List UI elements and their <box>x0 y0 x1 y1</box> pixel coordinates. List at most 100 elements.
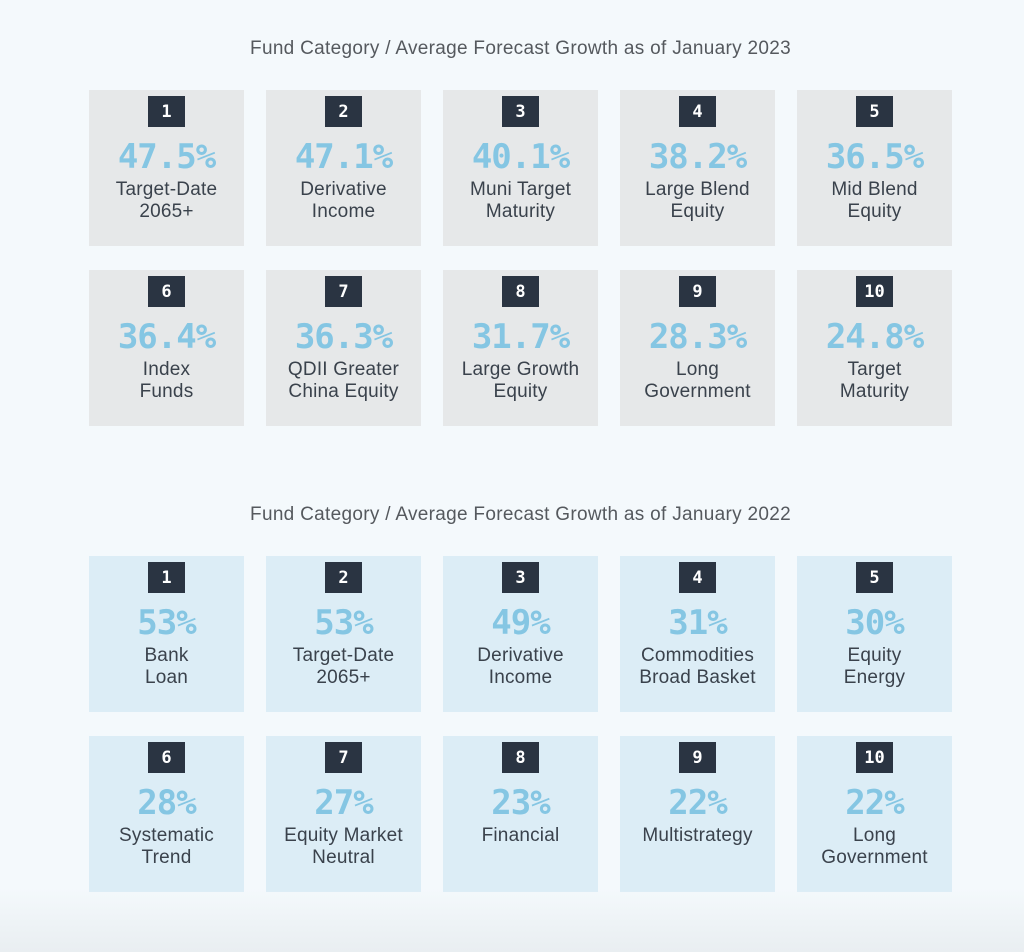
forecast-growth-value: 24.8% <box>825 317 924 357</box>
forecast-growth-value: 30% <box>845 603 904 643</box>
rank-number: 10 <box>864 747 885 768</box>
fund-card: 9 22% Multistrategy <box>620 736 775 892</box>
rank-badge: 9 <box>679 742 716 773</box>
fund-card: 4 31% Commodities Broad Basket <box>620 556 775 712</box>
infographic-container: Fund Category / Average Forecast Growth … <box>89 0 952 892</box>
rank-badge: 7 <box>325 276 362 307</box>
fund-card: 2 47.1% Derivative Income <box>266 90 421 246</box>
rank-badge: 3 <box>502 96 539 127</box>
fund-card: 5 36.5% Mid Blend Equity <box>797 90 952 246</box>
rank-badge: 4 <box>679 96 716 127</box>
rank-number: 8 <box>515 747 526 768</box>
fund-card: 9 28.3% Long Government <box>620 270 775 426</box>
fund-card: 2 53% Target-Date 2065+ <box>266 556 421 712</box>
fund-category-label: Target-Date 2065+ <box>115 179 218 223</box>
fund-card: 6 36.4% Index Funds <box>89 270 244 426</box>
fund-category-label: Systematic Trend <box>119 825 214 869</box>
rank-number: 10 <box>864 281 885 302</box>
fund-category-label: QDII Greater China Equity <box>287 359 400 403</box>
fund-card: 7 36.3% QDII Greater China Equity <box>266 270 421 426</box>
forecast-growth-value: 27% <box>314 783 373 823</box>
fund-card: 1 53% Bank Loan <box>89 556 244 712</box>
rank-number: 9 <box>692 281 703 302</box>
fund-category-label: Large Growth Equity <box>461 359 580 403</box>
rank-badge: 7 <box>325 742 362 773</box>
forecast-growth-value: 28.3% <box>648 317 747 357</box>
rank-number: 2 <box>338 567 349 588</box>
forecast-growth-value: 53% <box>137 603 196 643</box>
cards-grid-2023: 1 47.5% Target-Date 2065+ 2 47.1% Deriva… <box>89 90 952 426</box>
rank-number: 3 <box>515 101 526 122</box>
forecast-growth-value: 38.2% <box>648 137 747 177</box>
fund-card: 8 31.7% Large Growth Equity <box>443 270 598 426</box>
rank-number: 6 <box>161 281 172 302</box>
forecast-growth-value: 40.1% <box>471 137 570 177</box>
rank-badge: 9 <box>679 276 716 307</box>
fund-card: 8 23% Financial <box>443 736 598 892</box>
fund-category-label: Equity Market Neutral <box>284 825 403 869</box>
rank-number: 7 <box>338 747 349 768</box>
fund-category-label: Equity Energy <box>843 645 906 689</box>
fund-category-label: Commodities Broad Basket <box>639 645 756 689</box>
fund-category-label: Large Blend Equity <box>645 179 750 223</box>
forecast-growth-value: 53% <box>314 603 373 643</box>
rank-badge: 10 <box>856 742 893 773</box>
fund-category-label: Derivative Income <box>300 179 387 223</box>
fund-card: 3 40.1% Muni Target Maturity <box>443 90 598 246</box>
rank-badge: 8 <box>502 742 539 773</box>
fund-card: 3 49% Derivative Income <box>443 556 598 712</box>
forecast-growth-value: 36.3% <box>294 317 393 357</box>
forecast-growth-value: 22% <box>845 783 904 823</box>
forecast-growth-value: 31% <box>668 603 727 643</box>
forecast-growth-value: 22% <box>668 783 727 823</box>
forecast-growth-value: 23% <box>491 783 550 823</box>
fund-card: 5 30% Equity Energy <box>797 556 952 712</box>
rank-badge: 1 <box>148 96 185 127</box>
cards-grid-2022: 1 53% Bank Loan 2 53% Target-Date 2065+ … <box>89 556 952 892</box>
rank-badge: 6 <box>148 276 185 307</box>
rank-badge: 6 <box>148 742 185 773</box>
fund-category-label: Mid Blend Equity <box>831 179 918 223</box>
rank-number: 1 <box>161 567 172 588</box>
fund-category-label: Long Government <box>821 825 928 869</box>
rank-number: 2 <box>338 101 349 122</box>
rank-badge: 2 <box>325 562 362 593</box>
fund-category-label: Multistrategy <box>642 825 753 846</box>
rank-number: 6 <box>161 747 172 768</box>
fund-card: 10 24.8% Target Maturity <box>797 270 952 426</box>
rank-badge: 8 <box>502 276 539 307</box>
fund-category-label: Long Government <box>644 359 751 403</box>
forecast-growth-value: 36.4% <box>117 317 216 357</box>
fund-card: 6 28% Systematic Trend <box>89 736 244 892</box>
fund-category-label: Financial <box>481 825 560 846</box>
rank-badge: 5 <box>856 562 893 593</box>
rank-badge: 3 <box>502 562 539 593</box>
forecast-growth-value: 31.7% <box>471 317 570 357</box>
section-title-2023: Fund Category / Average Forecast Growth … <box>250 38 791 59</box>
fund-card: 1 47.5% Target-Date 2065+ <box>89 90 244 246</box>
rank-badge: 4 <box>679 562 716 593</box>
fund-card: 4 38.2% Large Blend Equity <box>620 90 775 246</box>
rank-number: 9 <box>692 747 703 768</box>
rank-number: 5 <box>869 567 880 588</box>
fund-card: 10 22% Long Government <box>797 736 952 892</box>
rank-number: 3 <box>515 567 526 588</box>
fund-category-label: Muni Target Maturity <box>469 179 572 223</box>
fund-category-label: Target Maturity <box>839 359 910 403</box>
fund-category-label: Index Funds <box>139 359 194 403</box>
rank-badge: 10 <box>856 276 893 307</box>
rank-number: 1 <box>161 101 172 122</box>
rank-badge: 2 <box>325 96 362 127</box>
fund-category-label: Target-Date 2065+ <box>292 645 395 689</box>
forecast-growth-value: 49% <box>491 603 550 643</box>
fund-category-label: Bank Loan <box>144 645 189 689</box>
rank-number: 5 <box>869 101 880 122</box>
rank-number: 8 <box>515 281 526 302</box>
rank-badge: 5 <box>856 96 893 127</box>
rank-number: 4 <box>692 567 703 588</box>
forecast-growth-value: 47.1% <box>294 137 393 177</box>
section-title-2022: Fund Category / Average Forecast Growth … <box>250 504 791 525</box>
forecast-growth-value: 28% <box>137 783 196 823</box>
rank-badge: 1 <box>148 562 185 593</box>
rank-number: 7 <box>338 281 349 302</box>
